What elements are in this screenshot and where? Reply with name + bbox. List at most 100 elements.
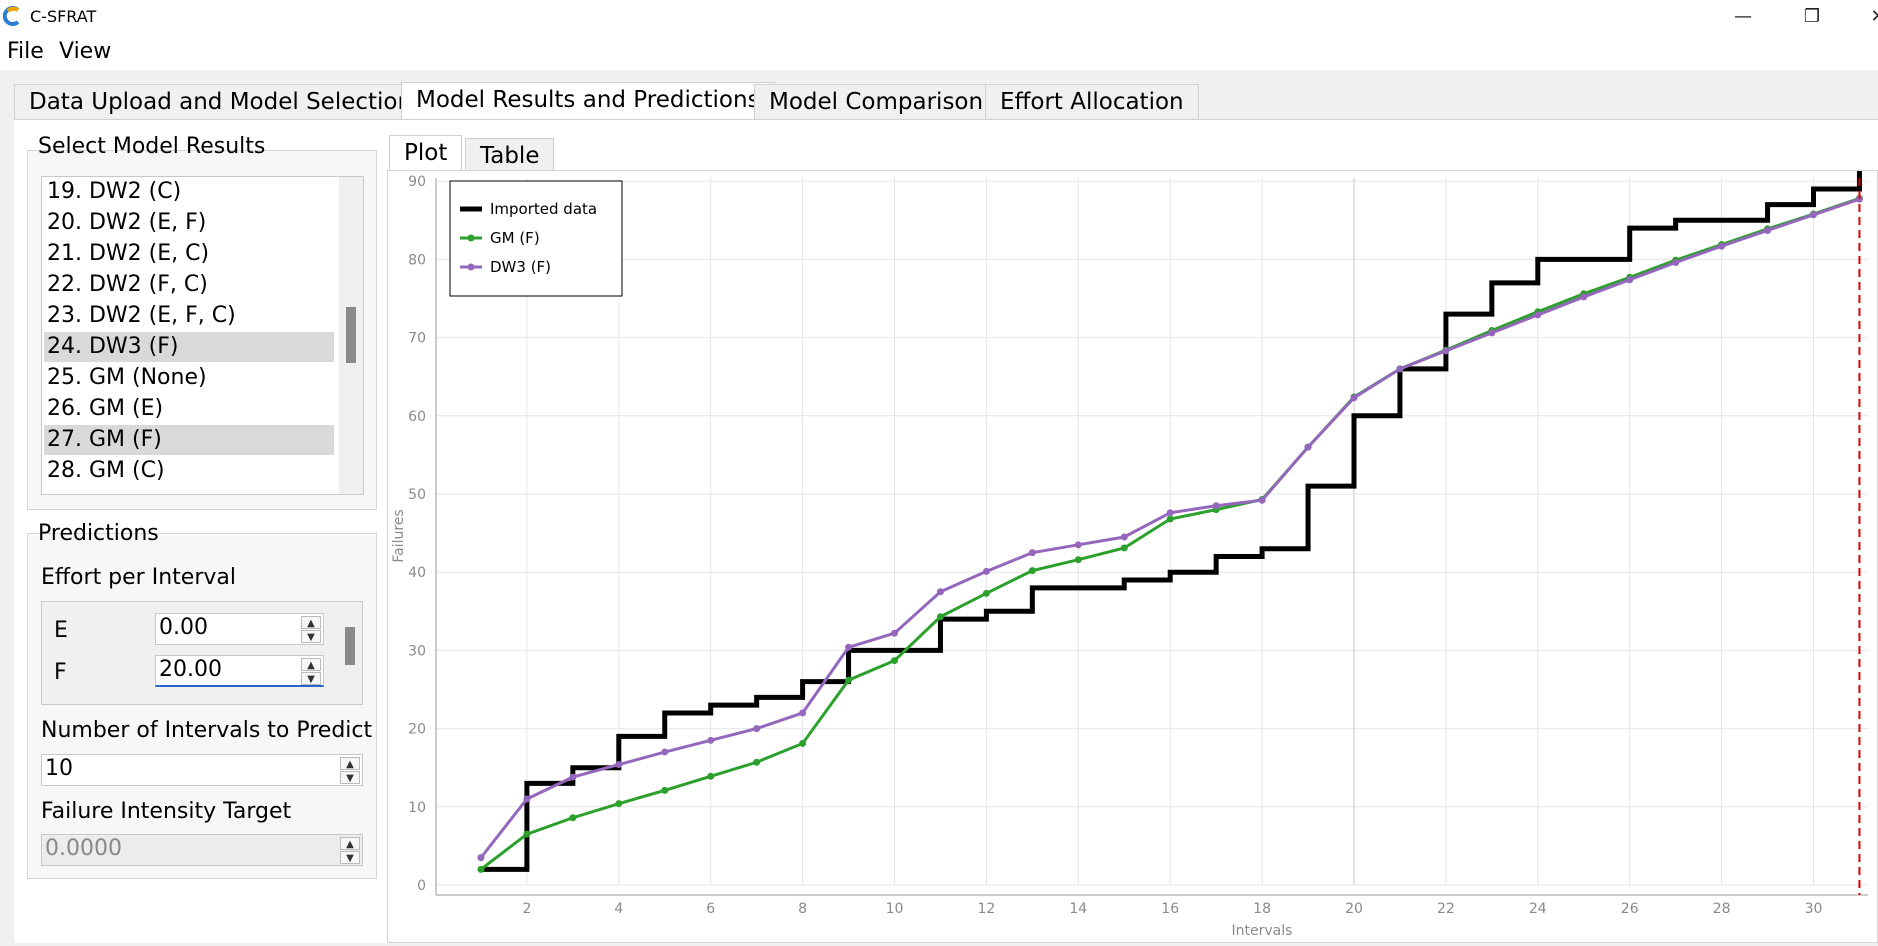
legend-label: GM (F) [490,229,540,247]
spin-down-icon[interactable]: ▼ [340,851,360,864]
data-point [982,567,990,575]
y-tick-label: 10 [408,800,426,816]
list-item[interactable]: 23. DW2 (E, F, C) [47,303,236,328]
menu-view[interactable]: View [59,39,112,64]
data-point [1350,394,1358,402]
data-point [982,589,990,597]
list-item[interactable]: 24. DW3 (F) [44,332,334,362]
data-point [569,773,577,781]
x-tick-label: 16 [1161,901,1179,917]
x-tick-label: 10 [886,901,904,917]
title-bar: C-SFRAT — ❐ ✕ [0,0,1878,33]
menu-file[interactable]: File [7,39,44,64]
x-tick-label: 22 [1437,901,1455,917]
list-item[interactable]: 20. DW2 (E, F) [47,210,207,235]
y-tick-label: 60 [408,409,426,425]
tab-effort-allocation[interactable]: Effort Allocation [985,84,1199,120]
tab-plot[interactable]: Plot [389,135,463,171]
model-results-list[interactable]: 19. DW2 (C) 20. DW2 (E, F) 21. DW2 (E, C… [41,176,364,495]
tab-data-upload[interactable]: Data Upload and Model Selection [14,84,428,120]
intensity-value[interactable]: 0.0000 [45,836,122,861]
window-title: C-SFRAT [30,7,97,26]
data-point [753,758,761,766]
restore-icon[interactable]: ❐ [1803,6,1821,27]
data-point [799,739,807,747]
x-tick-label: 2 [522,901,531,917]
spin-up-icon[interactable]: ▲ [340,757,360,770]
intensity-label: Failure Intensity Target [41,799,292,824]
data-point [845,643,853,651]
data-point [661,748,669,756]
intervals-spinbox[interactable]: 10 ▲ ▼ [41,754,363,786]
data-point [1258,496,1266,504]
list-scrollbar-thumb[interactable] [346,307,356,363]
data-point [845,676,853,684]
intervals-label: Number of Intervals to Predict [41,718,373,743]
minimize-icon[interactable]: — [1734,6,1752,27]
spin-up-icon[interactable]: ▲ [301,616,321,629]
data-point [1718,242,1726,250]
x-axis-label: Intervals [1232,923,1293,939]
effort-f-value[interactable]: 20.00 [159,657,222,682]
select-model-title: Select Model Results [38,134,266,159]
y-tick-label: 70 [408,331,426,347]
y-tick-label: 20 [408,722,426,738]
intensity-spinbox[interactable]: 0.0000 ▲ ▼ [41,834,363,866]
data-point [707,772,715,780]
effort-row-label: E [54,618,68,643]
list-item[interactable]: 27. GM (F) [44,425,334,455]
x-tick-label: 18 [1253,901,1271,917]
data-point [1028,549,1036,557]
close-icon[interactable]: ✕ [1848,0,1878,33]
x-tick-label: 24 [1529,901,1547,917]
spin-up-icon[interactable]: ▲ [301,658,321,671]
x-tick-label: 8 [798,901,807,917]
list-item[interactable]: 22. DW2 (F, C) [47,272,208,297]
tab-model-results[interactable]: Model Results and Predictions [401,82,775,121]
list-item[interactable]: 28. GM (C) [47,458,165,483]
effort-e-value[interactable]: 0.00 [159,615,208,640]
data-point [615,761,623,769]
list-scrollbar[interactable] [339,177,363,494]
data-point [1304,443,1312,451]
list-item[interactable]: 19. DW2 (C) [47,179,182,204]
effort-label: Effort per Interval [41,565,236,590]
spin-down-icon[interactable]: ▼ [301,630,321,643]
spin-down-icon[interactable]: ▼ [340,771,360,784]
data-point [1672,259,1680,267]
legend-label: DW3 (F) [490,258,551,276]
x-tick-label: 4 [614,901,623,917]
data-point [477,865,485,873]
spin-up-icon[interactable]: ▲ [340,837,360,850]
y-tick-label: 80 [408,252,426,268]
data-point [936,588,944,596]
effort-scrollbar-thumb[interactable] [345,627,355,665]
data-point [1396,365,1404,373]
effort-f-spinbox[interactable]: 20.00 ▲ ▼ [155,655,324,687]
x-tick-label: 30 [1805,901,1823,917]
data-point [891,657,898,665]
y-axis-label: Failures [391,509,407,562]
list-item[interactable]: 25. GM (None) [47,365,207,390]
effort-e-spinbox[interactable]: 0.00 ▲ ▼ [155,613,324,645]
list-item[interactable]: 21. DW2 (E, C) [47,241,210,266]
spin-down-icon[interactable]: ▼ [301,672,321,685]
data-point [615,800,623,808]
effort-row-label: F [54,660,67,685]
x-tick-label: 26 [1621,901,1639,917]
x-tick-label: 6 [706,901,715,917]
legend-marker [467,263,475,271]
data-point [1855,195,1863,203]
intervals-value[interactable]: 10 [45,756,73,781]
menu-bar: File View [0,33,1878,70]
tab-model-comparison[interactable]: Model Comparison [754,84,999,120]
x-tick-label: 12 [977,901,995,917]
list-item[interactable]: 26. GM (E) [47,396,164,421]
tab-table[interactable]: Table [465,138,555,171]
legend-marker [467,234,475,242]
x-tick-label: 14 [1069,901,1087,917]
data-point [1166,515,1174,523]
data-point [569,814,577,822]
data-point [1534,311,1542,319]
